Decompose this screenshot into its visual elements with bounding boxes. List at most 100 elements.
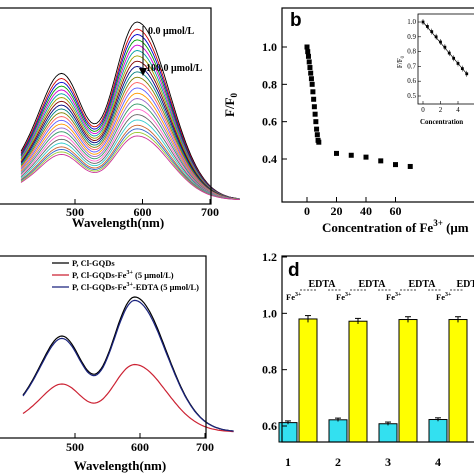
panel-b-x-tick-label-0: 0 xyxy=(304,204,310,218)
legend-label-2: P, Cl-GQDs-Fe3+ (5 μmol/L) xyxy=(72,270,174,280)
panel-b: 0 20 40 600.40.60.81.0 b F/F0 Concentration… xyxy=(222,7,474,235)
panel-d-bar-1-2 xyxy=(328,419,348,443)
panel-a-series-13 xyxy=(20,87,240,200)
panel-b-inset-y-main: F/F xyxy=(396,58,404,68)
panel-a-x-ticks: 500 600 700 xyxy=(66,199,219,219)
panel-c-x-tick-label-700: 700 xyxy=(196,440,214,454)
panel-b-inset-y-tick-label-1.0: 1.0 xyxy=(407,18,416,26)
panel-d-fe-main-2: Fe xyxy=(336,292,345,302)
panel-b-inset-y-tick-label-0.5: 0.5 xyxy=(407,92,416,100)
panel-d-fe-sup-1: 3+ xyxy=(295,292,302,298)
panel-d-y-tick-label-0.6: 0.6 xyxy=(262,419,277,433)
panel-a-series-15 xyxy=(20,98,240,200)
legend-label-2-sup: 3+ xyxy=(126,270,133,276)
legend-label-1: P, Cl-GQDs xyxy=(72,258,115,268)
panel-d-fe-main-1: Fe xyxy=(286,292,295,302)
panel-b-point-2 xyxy=(305,49,311,55)
panel-a: 500 600 700 0.0 μmol/L 100.0 μmol/L Wavele… xyxy=(0,7,240,230)
panel-b-inset-y-tick-label-0.7: 0.7 xyxy=(407,62,416,70)
panel-a-x-tick-label-500: 500 xyxy=(66,205,84,219)
panel-b-inset-content: 1.0 0.9 0.8 0.7 0.6 0.5 0 2 4 xyxy=(407,18,469,114)
panel-b-frame xyxy=(281,7,474,203)
panel-d-fe-label-4: Fe3+ xyxy=(436,292,452,302)
panel-d-bar-2-1 xyxy=(298,318,318,443)
panel-b-points xyxy=(304,44,413,169)
panel-b-inset-y-tick-label-0.9: 0.9 xyxy=(407,33,416,41)
panel-b-x-axis-tail: (μm xyxy=(443,220,469,235)
panel-b-inset-y-tick-label-0.8: 0.8 xyxy=(407,48,416,56)
panel-b-y-axis-sub: 0 xyxy=(229,93,239,98)
panel-b-point-15 xyxy=(314,132,320,138)
panel-b-point-19 xyxy=(348,152,354,158)
panel-b-point-20 xyxy=(363,154,369,160)
panel-d-bar-1-4 xyxy=(428,419,448,443)
panel-b-inset-x-tick-label-0: 0 xyxy=(421,106,425,114)
legend-label-3-tail: -EDTA (5 μmol/L) xyxy=(133,282,199,292)
panel-d-x-tick-label-4: 4 xyxy=(435,455,441,469)
panel-b-point-6 xyxy=(308,70,314,76)
panel-d-fe-sup-2: 3+ xyxy=(345,292,352,298)
panel-d-fe-label-1: Fe3+ xyxy=(286,292,302,302)
panel-a-series-11 xyxy=(20,76,240,200)
panel-a-series-23 xyxy=(20,135,240,201)
panel-d-edta-label-3: EDTA xyxy=(408,279,436,290)
panel-b-point-4 xyxy=(306,59,312,65)
legend-label-3-sup: 3+ xyxy=(126,282,133,288)
panel-d-edta-label-2: EDTA xyxy=(358,279,386,290)
panel-d-y-tick-label-1.0: 1.0 xyxy=(262,306,277,320)
panel-b-inset-y-tick-label-0.6: 0.6 xyxy=(407,77,416,85)
panel-d-x-tick-label-2: 2 xyxy=(335,455,341,469)
panel-a-frame xyxy=(0,7,212,205)
panel-d-fe-main-3: Fe xyxy=(386,292,395,302)
panel-b-x-tick-label-20: 20 xyxy=(331,204,343,218)
panel-d-fe-sup-3: 3+ xyxy=(395,292,402,298)
panel-b-point-1 xyxy=(304,44,310,50)
panel-a-series-4 xyxy=(20,39,240,200)
panel-b-ticks: 0 20 40 60 0.4 0.6 0.8 1.0 xyxy=(262,40,402,218)
panel-b-x-axis-main: Concentration of Fe xyxy=(322,220,433,235)
panel-c-legend: P, Cl-GQDs P, Cl-GQDs-Fe3+ (5 μmol/L) P,… xyxy=(52,258,199,292)
panel-b-y-axis-label: F/F0 xyxy=(222,93,239,118)
panel-b-point-5 xyxy=(307,65,313,71)
panel-a-series-10 xyxy=(20,71,240,200)
panel-b-point-3 xyxy=(305,53,311,59)
panel-c-curves xyxy=(22,296,234,433)
panel-a-series-19 xyxy=(20,119,240,200)
panel-a-series-6 xyxy=(20,50,240,200)
panel-a-series-17 xyxy=(20,108,240,200)
panel-b-point-13 xyxy=(313,119,319,125)
panel-a-x-axis-label: Wavelength(nm) xyxy=(72,215,164,230)
panel-c-frame xyxy=(0,255,207,439)
panel-d-bar-2-3 xyxy=(398,319,418,443)
panel-b-inset: 1.0 0.9 0.8 0.7 0.6 0.5 0 2 4 F/F0 Concentration xyxy=(396,13,474,126)
legend-label-3: P, Cl-GQDs-Fe3+-EDTA (5 μmol/L) xyxy=(72,282,199,292)
panel-b-x-tick-label-60: 60 xyxy=(390,204,402,218)
panel-d-edta-label-1: EDTA xyxy=(308,279,336,290)
panel-d-x-tick-label-1: 1 xyxy=(285,455,291,469)
panel-b-y-axis-main: F/F xyxy=(222,97,237,117)
panel-a-annotation-top: 0.0 μmol/L xyxy=(148,26,195,37)
panel-b-y-tick-label-0.8: 0.8 xyxy=(262,77,277,91)
panel-d-edta-label-4: EDTA xyxy=(456,279,474,290)
panel-a-series-8 xyxy=(20,60,240,200)
panel-d-bars xyxy=(278,315,468,443)
panel-b-x-axis-sup: 3+ xyxy=(433,218,443,228)
panel-a-series-18 xyxy=(20,114,240,200)
panel-a-x-tick-label-700: 700 xyxy=(201,205,219,219)
panel-b-point-17 xyxy=(316,139,322,145)
panel-d: 0.60.81.01.212345 Fe3+EDTAFe3+EDTAFe3+ED… xyxy=(262,250,474,469)
panel-b-inset-x-label: Concentration xyxy=(420,118,463,126)
panel-d-ticks: 0.60.81.01.212345 xyxy=(262,250,441,469)
legend-label-2-tail: (5 μmol/L) xyxy=(133,270,174,280)
panel-d-x-tick-label-3: 3 xyxy=(385,455,391,469)
panel-c-x-tick-label-600: 600 xyxy=(131,440,149,454)
panel-b-inset-y-label: F/F0 xyxy=(396,55,406,68)
panel-b-inset-x-tick-label-2: 2 xyxy=(439,106,443,114)
panel-d-bar-1-3 xyxy=(378,423,398,443)
panel-a-series-12 xyxy=(20,82,240,200)
panel-c-series-1 xyxy=(22,296,234,432)
panel-d-fe-label-2: Fe3+ xyxy=(336,292,352,302)
panel-b-inset-x-tick-label-4: 4 xyxy=(456,106,460,114)
